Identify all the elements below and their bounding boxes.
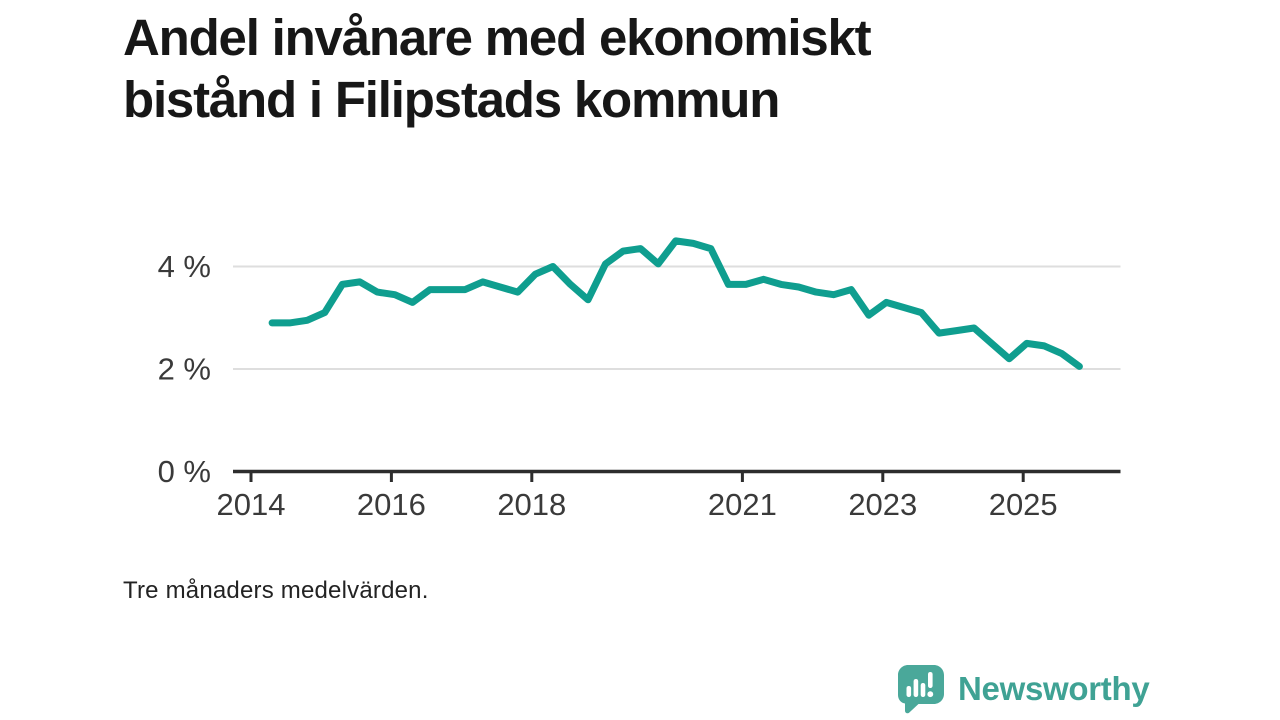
logo-bar-medium [920,683,926,697]
y-axis-label: 4 % [158,249,211,284]
chart-title: Andel invånare med ekonomiskt bistånd i … [123,7,872,131]
chart-footnote: Tre månaders medelvärden. [123,577,429,604]
y-axis-label: 2 % [158,352,211,387]
newsworthy-logo: Newsworthy [897,664,1150,714]
x-axis-label: 2023 [848,487,917,522]
x-axis-label: 2018 [497,487,566,522]
bar-chart-speech-bubble-icon [898,665,944,714]
chart-title-line-1: Andel invånare med ekonomiskt [123,9,872,66]
logo-bar-short [906,686,912,697]
logo-bar-tall [913,679,919,697]
x-axis-label: 2021 [708,487,777,522]
x-axis-label: 2016 [357,487,426,522]
newsworthy-logo-text: Newsworthy [958,670,1150,707]
data-line-series [268,237,1083,370]
logo-exclamation-bar [928,672,933,688]
logo-exclamation-dot [927,691,934,698]
x-axis-label: 2014 [217,487,286,522]
chart-title-line-2: bistånd i Filipstads kommun [123,71,780,128]
x-axis-label: 2025 [989,487,1058,522]
y-axis-label: 0 % [158,454,211,489]
